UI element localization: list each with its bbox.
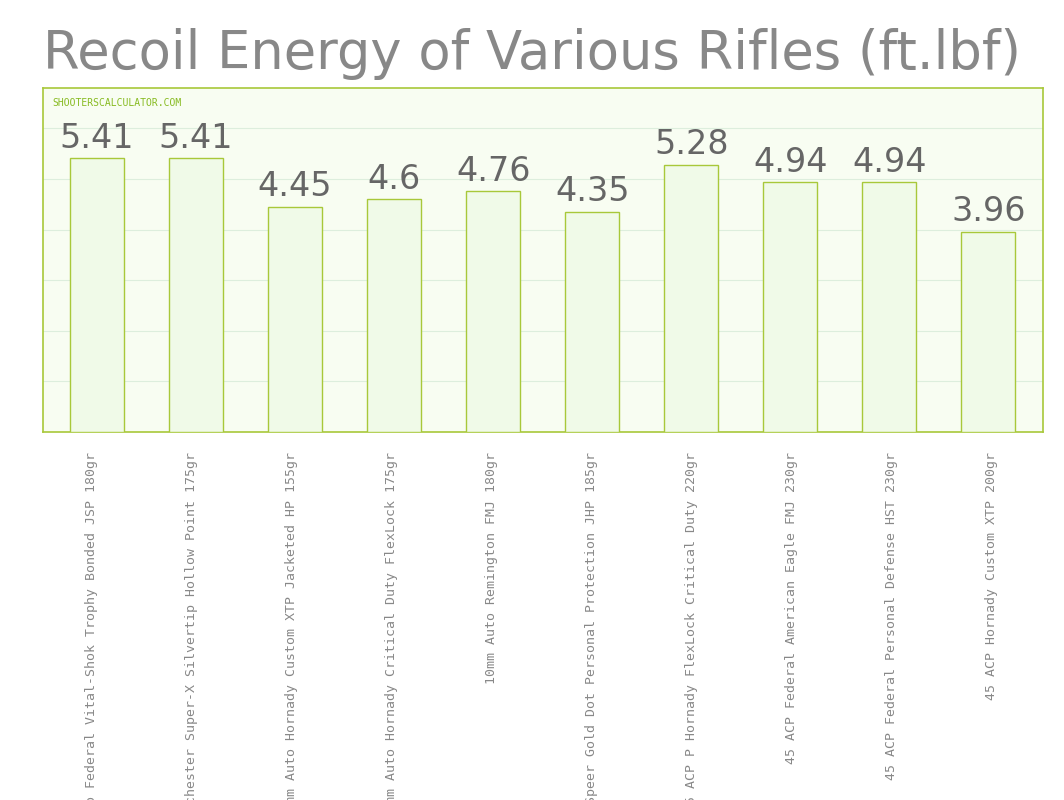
Text: 10mm Auto Federal Vital-Shok Trophy Bonded JSP 180gr: 10mm Auto Federal Vital-Shok Trophy Bond… xyxy=(84,452,98,800)
Text: 4.76: 4.76 xyxy=(455,154,530,188)
Text: 4.94: 4.94 xyxy=(852,146,927,178)
Text: SHOOTERSCALCULATOR.COM: SHOOTERSCALCULATOR.COM xyxy=(52,98,182,108)
Text: 10mm Auto Winchester Super-X Silvertip Hollow Point 175gr: 10mm Auto Winchester Super-X Silvertip H… xyxy=(184,452,198,800)
Bar xyxy=(862,182,916,432)
Text: 45 ACP P Hornady FlexLock Critical Duty 220gr: 45 ACP P Hornady FlexLock Critical Duty … xyxy=(684,452,698,800)
Bar xyxy=(268,207,322,432)
Text: 4.35: 4.35 xyxy=(555,175,630,208)
Text: 45 ACP Federal American Eagle FMJ 230gr: 45 ACP Federal American Eagle FMJ 230gr xyxy=(784,452,798,764)
Bar xyxy=(367,199,421,432)
Text: 45 ACP Hornady Custom XTP 200gr: 45 ACP Hornady Custom XTP 200gr xyxy=(984,452,998,700)
Text: 4.45: 4.45 xyxy=(257,170,332,203)
Text: 5.28: 5.28 xyxy=(654,128,729,162)
Bar xyxy=(169,158,223,432)
Text: 4.6: 4.6 xyxy=(367,162,420,196)
Text: 45 ACP Speer Gold Dot Personal Protection JHP 185gr: 45 ACP Speer Gold Dot Personal Protectio… xyxy=(584,452,598,800)
Text: 5.41: 5.41 xyxy=(159,122,233,154)
Text: 5.41: 5.41 xyxy=(60,122,134,154)
Text: 4.94: 4.94 xyxy=(753,146,828,178)
Text: 45 ACP Federal Personal Defense HST 230gr: 45 ACP Federal Personal Defense HST 230g… xyxy=(884,452,898,780)
Bar xyxy=(565,212,619,432)
Text: 3.96: 3.96 xyxy=(951,195,1026,228)
Text: 10mm Auto Hornady Custom XTP Jacketed HP 155gr: 10mm Auto Hornady Custom XTP Jacketed HP… xyxy=(284,452,298,800)
Text: Recoil Energy of Various Rifles (ft.lbf): Recoil Energy of Various Rifles (ft.lbf) xyxy=(43,28,1021,80)
Bar xyxy=(961,232,1015,432)
Text: 10mm Auto Hornady Critical Duty FlexLock 175gr: 10mm Auto Hornady Critical Duty FlexLock… xyxy=(384,452,398,800)
Text: 10mm Auto Remington FMJ 180gr: 10mm Auto Remington FMJ 180gr xyxy=(484,452,498,684)
Bar xyxy=(664,165,718,432)
Bar xyxy=(763,182,817,432)
Bar xyxy=(466,191,520,432)
Bar xyxy=(70,158,124,432)
